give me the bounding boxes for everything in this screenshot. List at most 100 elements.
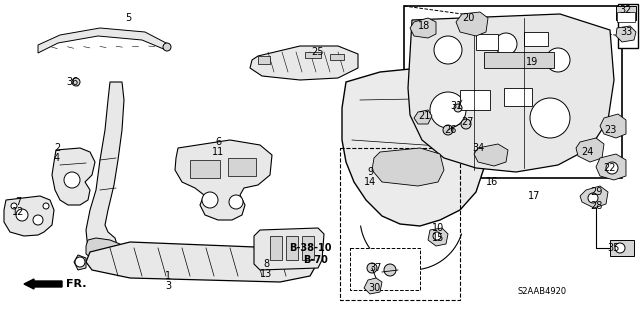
Circle shape	[64, 172, 80, 188]
Circle shape	[443, 125, 453, 135]
Polygon shape	[600, 114, 626, 138]
Circle shape	[606, 162, 618, 174]
Circle shape	[367, 263, 377, 273]
Text: 12: 12	[12, 207, 24, 217]
Circle shape	[461, 119, 471, 129]
Text: 2: 2	[54, 143, 60, 153]
Polygon shape	[456, 12, 488, 36]
Circle shape	[384, 264, 396, 276]
Text: 19: 19	[526, 57, 538, 67]
Circle shape	[202, 192, 218, 208]
Text: B-70: B-70	[303, 255, 328, 265]
Polygon shape	[372, 148, 444, 186]
Text: 21: 21	[418, 111, 430, 121]
Bar	[504, 88, 532, 106]
Text: 31: 31	[450, 101, 462, 111]
Text: 23: 23	[604, 125, 616, 135]
Polygon shape	[38, 28, 168, 53]
Text: 4: 4	[54, 153, 60, 163]
Text: 17: 17	[528, 191, 540, 201]
Text: 9: 9	[367, 167, 373, 177]
Bar	[330, 54, 344, 60]
Bar	[476, 34, 498, 50]
Polygon shape	[4, 196, 54, 236]
Bar	[484, 52, 554, 68]
Text: FR.: FR.	[66, 279, 86, 289]
Text: 16: 16	[486, 177, 498, 187]
Bar	[617, 12, 635, 22]
Text: 26: 26	[444, 125, 456, 135]
Text: 24: 24	[581, 147, 593, 157]
Text: 8: 8	[263, 259, 269, 269]
Text: 3: 3	[165, 281, 171, 291]
Bar	[258, 56, 270, 64]
Polygon shape	[414, 110, 432, 124]
Polygon shape	[86, 82, 124, 260]
Polygon shape	[616, 26, 636, 42]
Bar	[616, 6, 636, 20]
Circle shape	[530, 98, 570, 138]
Text: 7: 7	[15, 197, 21, 207]
Circle shape	[495, 33, 517, 55]
Circle shape	[546, 48, 570, 72]
Text: 32: 32	[620, 5, 632, 15]
Text: B-38-10: B-38-10	[289, 243, 332, 253]
Circle shape	[43, 203, 49, 209]
Circle shape	[16, 209, 28, 221]
Bar	[340, 148, 460, 300]
Polygon shape	[410, 18, 436, 38]
Circle shape	[229, 195, 243, 209]
Circle shape	[11, 203, 17, 209]
Text: 15: 15	[432, 233, 444, 243]
Bar	[460, 90, 490, 110]
Text: 25: 25	[312, 47, 324, 57]
Bar	[618, 4, 638, 48]
Text: 27: 27	[461, 117, 474, 127]
Polygon shape	[474, 144, 508, 166]
Bar	[286, 236, 298, 260]
Polygon shape	[250, 46, 358, 80]
Circle shape	[72, 78, 80, 86]
Polygon shape	[596, 154, 626, 180]
Text: 14: 14	[364, 177, 376, 187]
Bar	[228, 158, 256, 176]
Bar	[302, 236, 314, 260]
Polygon shape	[86, 242, 318, 282]
Polygon shape	[408, 14, 614, 172]
Text: 11: 11	[212, 147, 224, 157]
Polygon shape	[175, 140, 272, 220]
Text: 33: 33	[620, 27, 632, 37]
Polygon shape	[576, 138, 604, 162]
Bar	[190, 160, 220, 178]
Bar	[610, 240, 634, 256]
Circle shape	[75, 257, 85, 267]
Circle shape	[454, 104, 462, 112]
Text: 22: 22	[604, 163, 616, 173]
Polygon shape	[428, 228, 448, 246]
Bar	[524, 32, 548, 46]
Circle shape	[434, 36, 462, 64]
Circle shape	[615, 243, 625, 253]
Text: 36: 36	[66, 77, 78, 87]
Polygon shape	[74, 255, 86, 270]
Text: S2AAB4920: S2AAB4920	[517, 287, 566, 296]
Text: 5: 5	[125, 13, 131, 23]
Circle shape	[163, 43, 171, 51]
Bar	[305, 52, 321, 58]
Polygon shape	[580, 186, 608, 208]
Text: 1: 1	[165, 271, 171, 281]
FancyArrow shape	[24, 279, 62, 289]
Text: 34: 34	[472, 143, 484, 153]
Bar	[404, 6, 622, 178]
Polygon shape	[52, 148, 95, 205]
Circle shape	[433, 232, 441, 240]
Circle shape	[588, 193, 598, 203]
Text: 37: 37	[370, 263, 382, 273]
Text: 13: 13	[260, 269, 272, 279]
Circle shape	[430, 92, 466, 128]
Bar	[270, 236, 282, 260]
Polygon shape	[254, 228, 324, 270]
Bar	[350, 248, 420, 290]
Polygon shape	[86, 238, 122, 262]
Text: 10: 10	[432, 223, 444, 233]
